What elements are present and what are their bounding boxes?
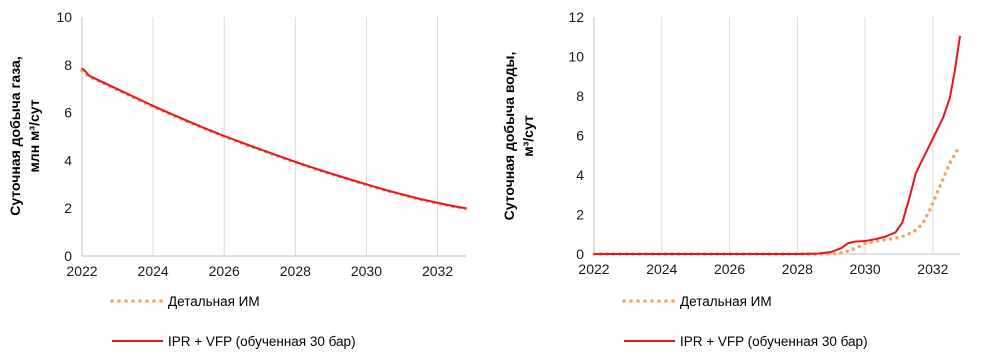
gas-x-tick-2032: 2032 xyxy=(422,263,453,279)
gas-chart-svg: 2022 2024 2026 2028 2030 2032 0 2 4 6 8 10 Суточная… xyxy=(7,9,468,349)
water-legend-label-0: Детальная ИМ xyxy=(680,294,772,309)
water-x-tick-2022: 2022 xyxy=(578,261,609,277)
gas-y-tick-2: 2 xyxy=(64,200,72,216)
water-x-tick-2026: 2026 xyxy=(714,261,745,277)
water-x-tick-2024: 2024 xyxy=(646,261,677,277)
water-y-tick-4: 4 xyxy=(576,167,584,183)
water-chart-svg: 2022 2024 2026 2028 2030 2032 0 2 4 6 8 10 12 Суточн… xyxy=(501,9,962,349)
water-y-tick-2: 2 xyxy=(576,207,584,223)
gas-y-tick-4: 4 xyxy=(64,152,72,168)
water-x-tick-2028: 2028 xyxy=(782,261,813,277)
gas-y-tick-8: 8 xyxy=(64,57,72,73)
water-y-tick-8: 8 xyxy=(576,88,584,104)
gas-x-tick-2026: 2026 xyxy=(209,263,240,279)
water-series-ipr-vfp-line xyxy=(594,35,961,255)
gas-axes xyxy=(81,17,466,257)
gas-x-tick-2024: 2024 xyxy=(138,263,169,279)
water-y-tick-6: 6 xyxy=(576,128,584,144)
water-legend: Детальная ИМ IPR + VFP (обученная 30 бар) xyxy=(622,294,868,349)
gas-x-tick-2022: 2022 xyxy=(66,263,97,279)
water-legend-label-1: IPR + VFP (обученная 30 бар) xyxy=(680,334,868,349)
gas-legend-label-1: IPR + VFP (обученная 30 бар) xyxy=(168,334,356,349)
gas-series-ipr-vfp-line xyxy=(81,67,467,210)
gas-y-tick-10: 10 xyxy=(56,9,72,25)
gas-x-tick-2030: 2030 xyxy=(351,263,382,279)
gas-ticks: 2022 2024 2026 2028 2030 2032 0 2 4 6 8 10 xyxy=(56,9,453,279)
gas-legend: Детальная ИМ IPR + VFP (обученная 30 бар) xyxy=(110,294,356,349)
water-x-tick-2032: 2032 xyxy=(917,261,948,277)
water-ticks: 2022 2024 2026 2028 2030 2032 0 2 4 6 8 10 12 xyxy=(568,9,948,277)
gas-ylabel-line2: млн м³/сут xyxy=(26,99,42,172)
water-series-detailed-im-line xyxy=(592,143,962,256)
water-axes xyxy=(593,17,960,255)
gas-y-tick-0: 0 xyxy=(64,248,72,264)
water-x-tick-2030: 2030 xyxy=(850,261,881,277)
gas-grid xyxy=(81,17,439,256)
water-ylabel-line2: м³/сут xyxy=(520,115,536,157)
gas-legend-label-0: Детальная ИМ xyxy=(168,294,260,309)
gas-series xyxy=(80,67,468,211)
gas-series-detailed-im-line xyxy=(80,69,468,211)
water-ylabel-line1: Суточная добыча воды, xyxy=(501,52,517,221)
gas-ylabel-line1: Суточная добыча газа, xyxy=(7,56,23,215)
gas-x-tick-2028: 2028 xyxy=(280,263,311,279)
water-y-tick-0: 0 xyxy=(576,246,584,262)
water-y-tick-12: 12 xyxy=(568,9,584,25)
water-series xyxy=(592,35,962,256)
gas-y-tick-6: 6 xyxy=(64,105,72,121)
water-grid xyxy=(593,17,934,254)
water-y-tick-10: 10 xyxy=(568,49,584,65)
water-production-chart: 2022 2024 2026 2028 2030 2032 0 2 4 6 8 10 12 Суточн… xyxy=(494,0,987,357)
gas-production-chart: 2022 2024 2026 2028 2030 2032 0 2 4 6 8 10 Суточная… xyxy=(0,0,493,357)
